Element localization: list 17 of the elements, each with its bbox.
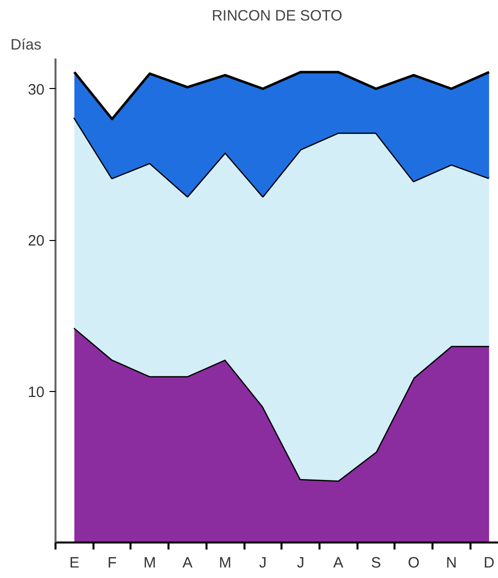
y-tick-label: 30 — [28, 81, 45, 98]
x-tick-label: M — [218, 554, 232, 572]
y-tick-label: 20 — [28, 232, 45, 250]
x-tick-label: S — [370, 554, 381, 572]
x-tick-label: A — [333, 554, 344, 572]
x-tick-label: E — [69, 554, 80, 572]
y-axis-title: Días — [10, 36, 42, 54]
x-tick-label: D — [484, 554, 495, 572]
chart-title: RINCON DE SOTO — [212, 8, 342, 24]
x-tick-label: N — [446, 554, 457, 572]
x-tick-label: J — [259, 554, 267, 572]
x-tick-label: J — [296, 554, 304, 572]
x-tick-label: A — [182, 554, 192, 572]
x-tick-label: M — [144, 554, 156, 572]
y-tick-label: 10 — [28, 384, 45, 401]
x-tick-label: O — [408, 554, 420, 572]
x-tick-label: F — [107, 554, 117, 572]
